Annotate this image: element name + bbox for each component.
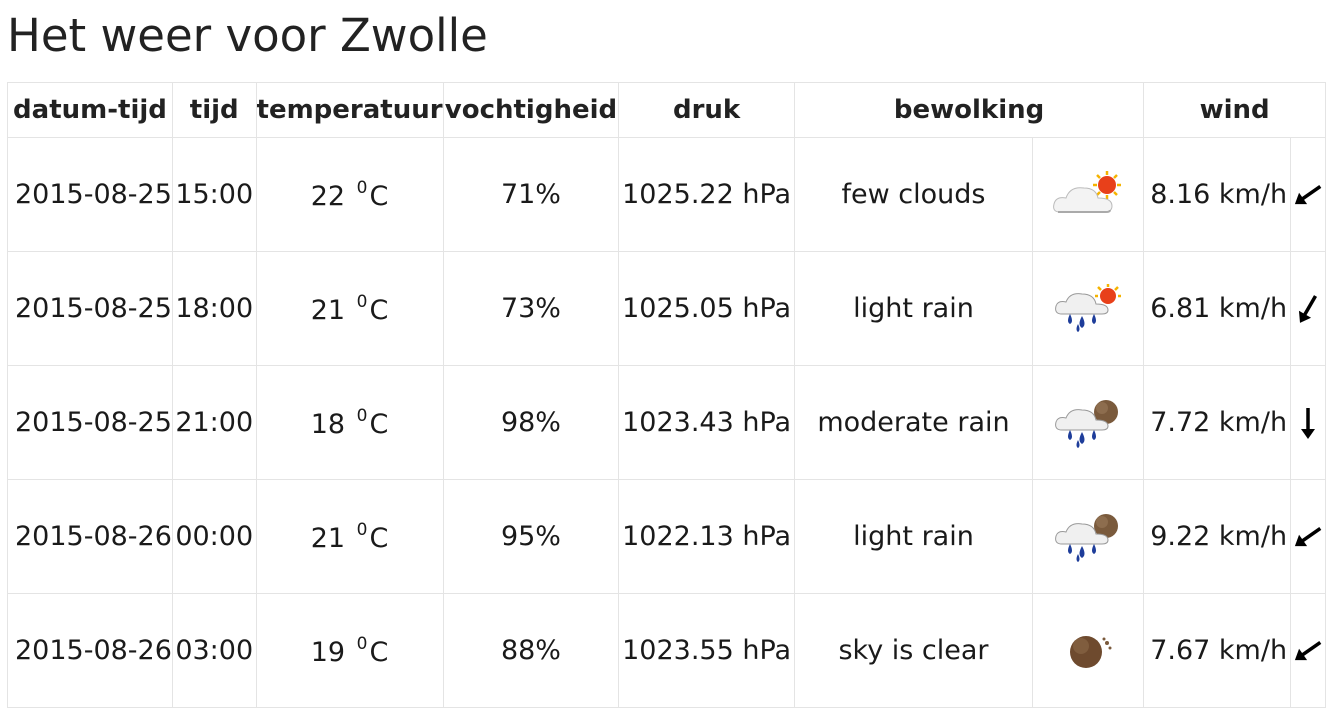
temp-unit: C <box>369 408 389 440</box>
header-wind: wind <box>1143 82 1326 138</box>
cell-clouds: light rain <box>793 251 1034 366</box>
south-west-arrow-icon <box>1289 593 1326 708</box>
cell-humidity: 88% <box>442 593 620 708</box>
cell-time: 21:00 <box>171 365 257 480</box>
cell-time: 18:00 <box>171 251 257 366</box>
cell-pressure: 1025.22 hPa <box>618 137 795 252</box>
header-bewolking: bewolking <box>793 82 1145 138</box>
cell-wind-speed: 8.16 km/h <box>1143 137 1291 252</box>
cell-pressure: 1022.13 hPa <box>618 479 795 594</box>
temp-unit: C <box>369 636 389 668</box>
cell-wind-speed: 6.81 km/h <box>1143 251 1291 366</box>
temp-degree-sup: 0 <box>356 177 368 198</box>
temp-unit: C <box>369 180 389 212</box>
cell-clouds: moderate rain <box>793 365 1034 480</box>
south-arrow-icon <box>1289 365 1326 480</box>
cell-humidity: 95% <box>442 479 620 594</box>
cell-humidity: 98% <box>442 365 620 480</box>
header-temperatuur: temperatuur <box>255 82 444 138</box>
cell-clouds: few clouds <box>793 137 1034 252</box>
weather-table: datum-tijd tijd temperatuur vochtigheid … <box>7 82 1326 708</box>
header-tijd: tijd <box>171 82 257 138</box>
cell-wind-speed: 7.67 km/h <box>1143 593 1291 708</box>
temp-degree-sup: 0 <box>356 519 368 540</box>
cell-humidity: 73% <box>442 251 620 366</box>
clear-night-icon <box>1032 593 1145 708</box>
cell-date: 2015-08-25 <box>7 137 173 252</box>
cell-date: 2015-08-26 <box>7 593 173 708</box>
temp-value: 19 <box>310 636 346 668</box>
temp-unit: C <box>369 522 389 554</box>
cell-temperature: 22 0C <box>255 137 444 252</box>
cell-time: 03:00 <box>171 593 257 708</box>
cell-date: 2015-08-25 <box>7 365 173 480</box>
cell-pressure: 1025.05 hPa <box>618 251 795 366</box>
south-south-west-arrow-icon <box>1289 251 1326 366</box>
cell-pressure: 1023.55 hPa <box>618 593 795 708</box>
table-row: 2015-08-26 00:00 21 0C 95% 1022.13 hPa l… <box>7 479 1326 594</box>
table-row: 2015-08-25 18:00 21 0C 73% 1025.05 hPa l… <box>7 251 1326 366</box>
rain-day-icon <box>1032 251 1145 366</box>
cell-wind-speed: 7.72 km/h <box>1143 365 1291 480</box>
cell-clouds: sky is clear <box>793 593 1034 708</box>
cell-time: 15:00 <box>171 137 257 252</box>
temp-degree-sup: 0 <box>356 405 368 426</box>
temp-value: 21 <box>310 522 346 554</box>
temp-value: 18 <box>310 408 346 440</box>
table-row: 2015-08-25 15:00 22 0C 71% 1025.22 hPa f… <box>7 137 1326 252</box>
page-title: Het weer voor Zwolle <box>7 9 488 62</box>
south-west-arrow-icon <box>1289 479 1326 594</box>
temp-value: 21 <box>310 294 346 326</box>
temp-degree-sup: 0 <box>356 291 368 312</box>
temp-unit: C <box>369 294 389 326</box>
header-datum-tijd: datum-tijd <box>7 82 173 138</box>
cell-date: 2015-08-25 <box>7 251 173 366</box>
cell-temperature: 18 0C <box>255 365 444 480</box>
cell-humidity: 71% <box>442 137 620 252</box>
cell-pressure: 1023.43 hPa <box>618 365 795 480</box>
temp-value: 22 <box>310 180 346 212</box>
cell-temperature: 21 0C <box>255 251 444 366</box>
rain-night-icon <box>1032 365 1145 480</box>
south-west-arrow-icon <box>1289 137 1326 252</box>
header-druk: druk <box>618 82 795 138</box>
rain-night-icon <box>1032 479 1145 594</box>
table-row: 2015-08-26 03:00 19 0C 88% 1023.55 hPa s… <box>7 593 1326 708</box>
table-header-row: datum-tijd tijd temperatuur vochtigheid … <box>7 82 1326 138</box>
temp-degree-sup: 0 <box>356 633 368 654</box>
cell-time: 00:00 <box>171 479 257 594</box>
cell-wind-speed: 9.22 km/h <box>1143 479 1291 594</box>
few-clouds-day-icon <box>1032 137 1145 252</box>
cell-date: 2015-08-26 <box>7 479 173 594</box>
header-vochtigheid: vochtigheid <box>442 82 620 138</box>
table-row: 2015-08-25 21:00 18 0C 98% 1023.43 hPa m… <box>7 365 1326 480</box>
cell-clouds: light rain <box>793 479 1034 594</box>
cell-temperature: 19 0C <box>255 593 444 708</box>
cell-temperature: 21 0C <box>255 479 444 594</box>
